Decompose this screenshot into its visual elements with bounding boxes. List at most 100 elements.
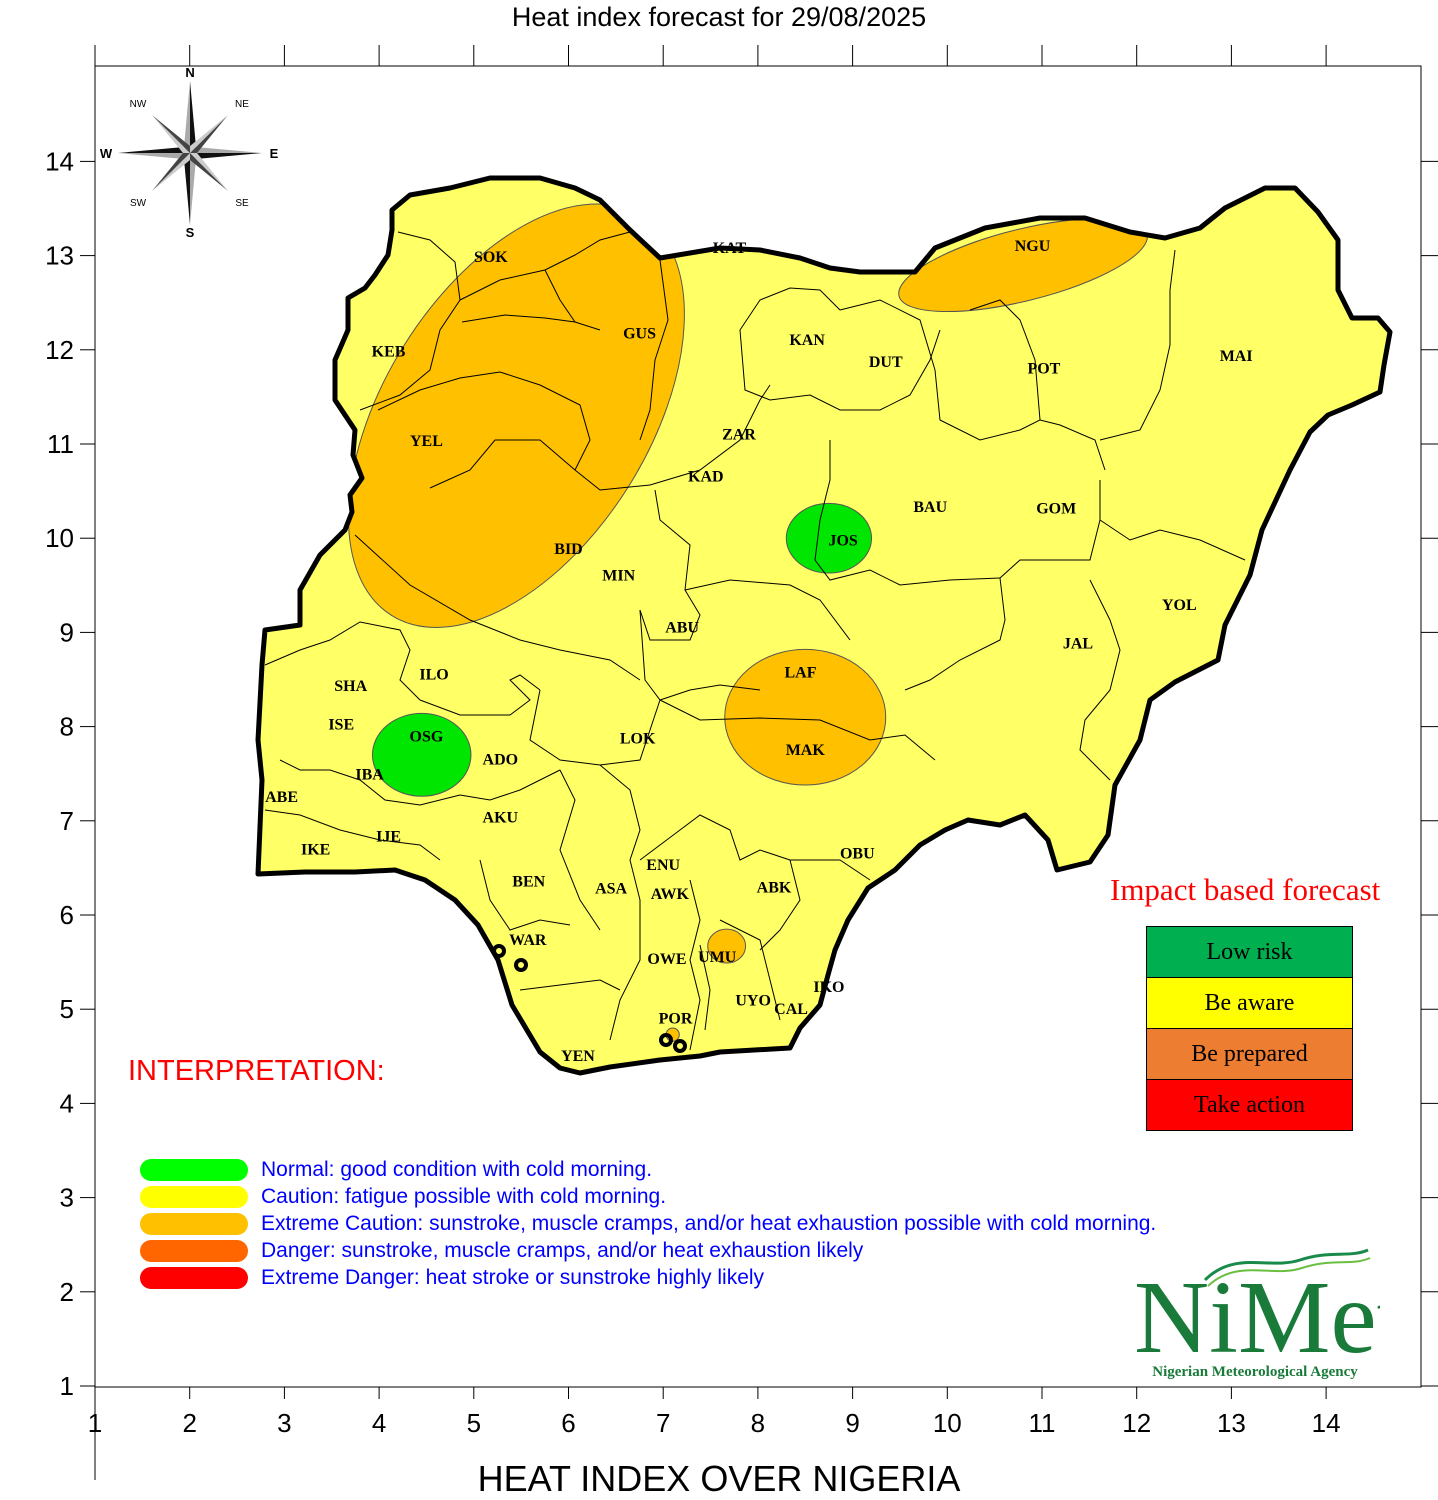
x-tick-label: 14	[1312, 1408, 1341, 1438]
state-label-obu: OBU	[840, 845, 875, 862]
state-boundary	[264, 809, 441, 861]
state-label-yol: YOL	[1162, 597, 1197, 614]
state-label-abk: ABK	[757, 879, 792, 896]
impact-level-take-action: Take action	[1147, 1080, 1352, 1130]
legend-swatch	[140, 1186, 248, 1208]
y-tick-label: 13	[45, 241, 74, 271]
state-boundary	[999, 480, 1101, 579]
state-label-por: POR	[659, 1010, 693, 1027]
state-label-keb: KEB	[372, 343, 406, 360]
state-label-yen: YEN	[561, 1048, 595, 1065]
islet	[673, 1039, 687, 1053]
coastal-islets	[492, 944, 687, 1053]
state-boundary	[279, 759, 461, 806]
state-boundary	[544, 269, 576, 323]
state-boundary	[904, 577, 1006, 691]
state-label-pot: POT	[1027, 360, 1060, 377]
legend-normal: Normal: good condition with cold morning…	[140, 1157, 652, 1183]
state-label-enu: ENU	[646, 857, 680, 874]
state-label-dut: DUT	[869, 354, 903, 371]
state-label-cal: CAL	[774, 1001, 808, 1018]
impact-forecast-title: Impact based forecast	[1110, 872, 1381, 907]
hazard-zones	[347, 203, 1148, 1042]
state-boundary	[689, 879, 701, 1051]
state-label-ngu: NGU	[1015, 238, 1051, 255]
compass-s-label: S	[186, 225, 195, 240]
compass-rose-icon: N S E W NE NW SE SW	[100, 65, 279, 240]
state-label-ado: ADO	[483, 751, 519, 768]
hazard-zone-extreme_caution	[707, 928, 747, 964]
y-tick-label: 11	[47, 429, 74, 459]
state-label-min: MIN	[602, 568, 635, 585]
x-tick-label: 11	[1029, 1408, 1056, 1438]
x-tick-label: 12	[1122, 1408, 1151, 1438]
y-tick-label: 9	[60, 617, 74, 647]
x-tick-label: 8	[751, 1408, 765, 1438]
compass-e-label: E	[270, 146, 279, 161]
state-boundary	[790, 859, 871, 881]
nigeria-border	[255, 175, 1393, 1076]
hazard-zone-normal	[785, 502, 873, 574]
legend-swatch	[140, 1240, 248, 1262]
y-tick-label: 1	[60, 1371, 74, 1401]
x-tick-label: 7	[656, 1408, 670, 1438]
x-tick-label: 9	[845, 1408, 859, 1438]
state-boundary	[1039, 419, 1106, 471]
compass-ne-label: NE	[235, 99, 249, 110]
y-tick-label: 4	[60, 1088, 74, 1118]
legend-text: Normal: good condition with cold morning…	[261, 1158, 653, 1181]
legend-text: Extreme Danger: heat stroke or sunstroke…	[261, 1266, 765, 1289]
compass-n-label: N	[185, 65, 194, 80]
state-boundary	[639, 814, 791, 861]
state-label-umu: UMU	[698, 949, 737, 966]
impact-level-be-aware: Be aware	[1147, 978, 1352, 1029]
state-label-asa: ASA	[595, 880, 627, 897]
state-boundary	[479, 859, 571, 931]
x-tick-label: 4	[372, 1408, 386, 1438]
islet	[514, 958, 528, 972]
impact-level-be-prepared: Be prepared	[1147, 1029, 1352, 1080]
logo-wordmark: NiMet	[1134, 1260, 1380, 1365]
x-tick-label: 10	[933, 1408, 962, 1438]
state-label-ise: ISE	[328, 716, 354, 733]
y-tick-label: 14	[45, 146, 74, 176]
state-boundary	[639, 259, 669, 441]
state-label-iko: IKO	[813, 979, 844, 996]
x-tick-label: 3	[277, 1408, 291, 1438]
legend-text: Danger: sunstroke, muscle cramps, and/or…	[261, 1239, 864, 1262]
state-label-yel: YEL	[410, 433, 443, 450]
compass-w-label: W	[100, 146, 113, 161]
state-boundary	[599, 764, 641, 901]
state-label-owe: OWE	[647, 951, 686, 968]
nimet-logo-mark: NiMet	[1134, 1248, 1406, 1375]
state-label-ike: IKE	[301, 842, 330, 859]
logo-subtitle: Nigerian Meteorological Agency	[1152, 1364, 1358, 1380]
state-boundary	[419, 674, 541, 716]
state-boundary	[659, 699, 936, 761]
state-label-bau: BAU	[913, 499, 947, 516]
state-label-lok: LOK	[620, 731, 656, 748]
state-boundary	[1099, 249, 1176, 441]
state-label-aku: AKU	[483, 810, 519, 827]
state-label-kat: KAT	[713, 240, 747, 257]
legend-extreme-caution: Extreme Caution: sunstroke, muscle cramp…	[140, 1211, 1156, 1237]
islet	[492, 944, 506, 958]
state-boundary	[814, 440, 1001, 586]
state-boundary	[459, 769, 561, 801]
hazard-zone-extreme_caution	[724, 648, 887, 786]
state-boundary	[1079, 579, 1121, 781]
y-tick-label: 3	[60, 1183, 74, 1213]
state-label-uyo: UYO	[735, 992, 771, 1009]
state-label-gom: GOM	[1036, 501, 1076, 518]
state-label-kad: KAD	[688, 469, 724, 486]
compass-sw-label: SW	[130, 198, 147, 209]
state-label-abu: ABU	[665, 619, 699, 636]
state-labels: SOK KAT NGU KEB GUS KAN DUT POT MAI YEL ZAR KAD BAU G…	[265, 238, 1252, 1065]
state-label-sha: SHA	[334, 678, 367, 695]
state-label-jos: JOS	[828, 533, 857, 550]
x-tick-label: 6	[561, 1408, 575, 1438]
legend-danger: Danger: sunstroke, muscle cramps, and/or…	[140, 1238, 863, 1264]
state-label-mak: MAK	[786, 742, 826, 759]
